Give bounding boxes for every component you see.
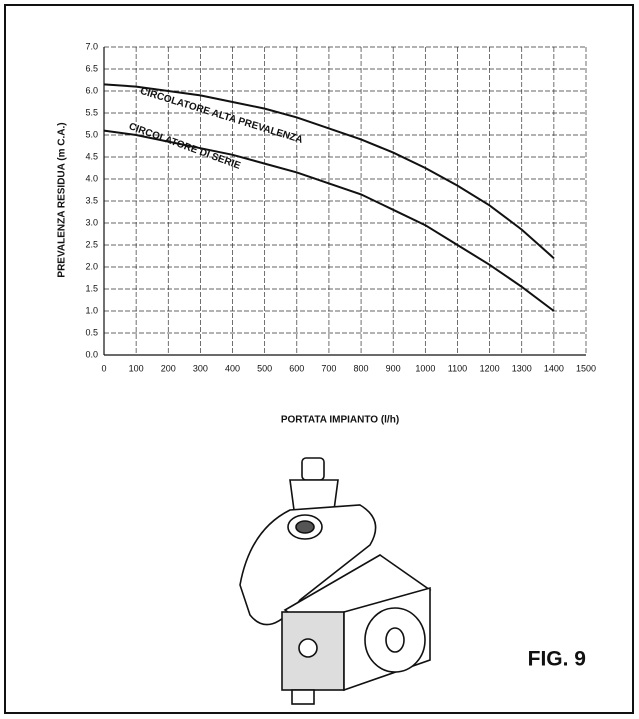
x-tick-label: 1300 [512,363,532,373]
x-tick-label: 900 [386,363,401,373]
x-tick-label: 500 [257,363,272,373]
y-tick-label: 4.5 [85,151,98,161]
series-line [104,131,554,311]
x-tick-label: 700 [321,363,336,373]
y-tick-label: 5.5 [85,107,98,117]
figure: FIG. 9 PORTATA IMPIANTO (l/h) PREVALENZA… [0,0,639,719]
x-tick-label: 600 [289,363,304,373]
x-tick-label: 100 [129,363,144,373]
x-tick-label: 1200 [480,363,500,373]
y-tick-label: 1.0 [85,305,98,315]
y-tick-label: 0.0 [85,349,98,359]
x-tick-label: 300 [193,363,208,373]
y-tick-label: 7.0 [85,41,98,51]
y-tick-label: 2.0 [85,261,98,271]
x-tick-label: 800 [354,363,369,373]
y-tick-label: 3.0 [85,217,98,227]
x-tick-label: 200 [161,363,176,373]
y-tick-label: 2.5 [85,239,98,249]
series-label: CIRCOLATORE DI SERIE [127,121,242,172]
x-tick-label: 1000 [415,363,435,373]
x-tick-label: 1500 [576,363,596,373]
y-axis-label: PREVALENZA RESIDUA (m C.A.) [57,122,68,277]
y-tick-label: 3.5 [85,195,98,205]
y-tick-label: 4.0 [85,173,98,183]
figure-label: FIG. 9 [528,648,586,671]
x-tick-label: 0 [101,363,106,373]
pump-illustration [240,458,430,704]
y-tick-label: 6.0 [85,85,98,95]
page: FIG. 9 PORTATA IMPIANTO (l/h) PREVALENZA… [0,0,639,719]
x-tick-label: 400 [225,363,240,373]
x-tick-label: 1400 [544,363,564,373]
y-tick-label: 0.5 [85,327,98,337]
y-tick-label: 6.5 [85,63,98,73]
x-axis-label: PORTATA IMPIANTO (l/h) [281,415,399,426]
y-tick-label: 5.0 [85,129,98,139]
y-tick-label: 1.5 [85,283,98,293]
x-tick-label: 1100 [448,363,467,373]
